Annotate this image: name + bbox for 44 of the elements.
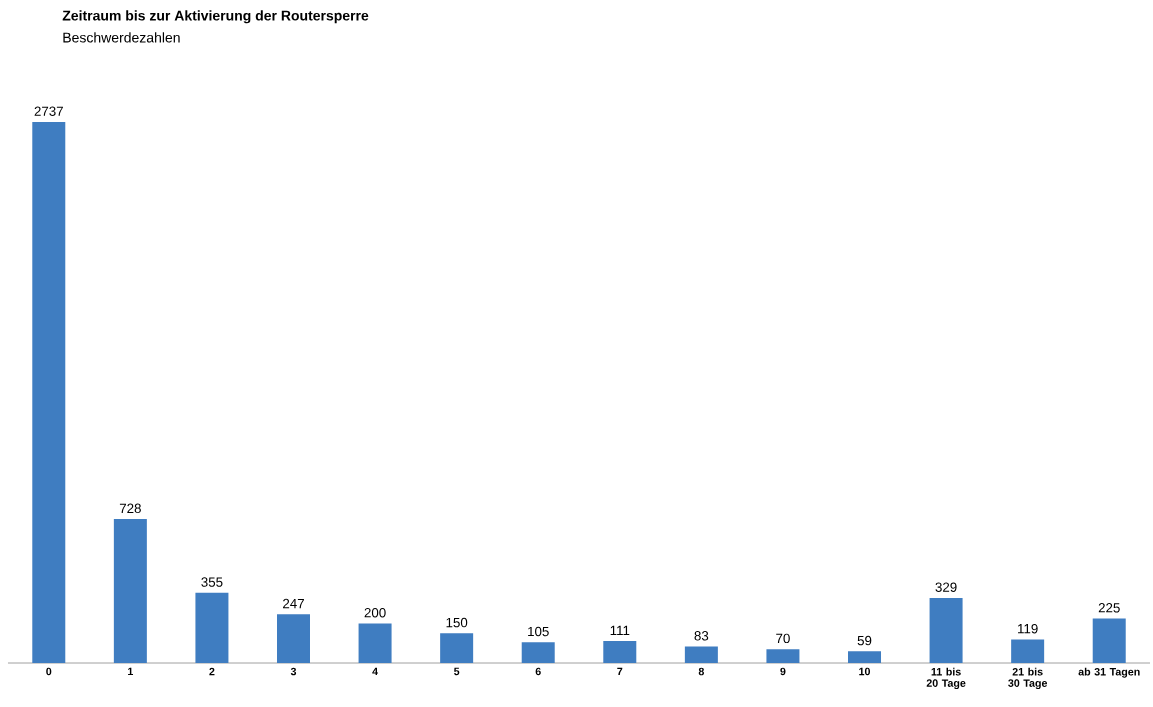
data-label: 59 [857, 635, 872, 646]
bar [521, 642, 555, 663]
data-label: 111 [610, 625, 630, 636]
bar [277, 614, 310, 663]
bar [848, 651, 882, 663]
data-label: 247 [283, 598, 304, 609]
x-tick-label: 5 [454, 667, 460, 676]
x-tick-label: 9 [780, 667, 786, 676]
x-tick-label: 6 [535, 667, 541, 676]
x-tick-label: 10 [859, 667, 871, 676]
bar [766, 649, 800, 663]
chart-title: Zeitraum bis zur Aktivierung der Routersperre [62, 10, 369, 24]
bar [603, 641, 637, 663]
x-tick-label: 3 [290, 667, 297, 676]
data-label: 728 [119, 503, 141, 514]
bar [929, 597, 963, 663]
data-label: 329 [935, 582, 957, 592]
chart-subtitle: Beschwerdezahlen [63, 32, 180, 43]
data-label: 2737 [34, 106, 63, 116]
x-tick-label: 0 [46, 667, 52, 676]
x-tick-label: 8 [698, 667, 704, 676]
bar [195, 592, 229, 663]
x-tick-label: 2 [209, 667, 215, 676]
bar [32, 121, 66, 663]
x-tick-label: 1 [128, 667, 134, 676]
data-label: 119 [1018, 624, 1038, 634]
data-label: 150 [446, 617, 468, 628]
bar [113, 519, 147, 663]
bar [358, 623, 392, 663]
data-label: 355 [201, 577, 223, 587]
data-label: 83 [694, 631, 709, 641]
data-label: 70 [776, 633, 790, 644]
x-tick-label: 4 [372, 667, 378, 676]
bar [440, 633, 474, 663]
bar [684, 646, 718, 663]
data-label: 105 [528, 626, 549, 637]
x-tick-label: ab 31 Tagen [1078, 667, 1140, 678]
bar [1092, 618, 1126, 663]
data-label: 200 [364, 607, 386, 618]
x-tick-label: 21 bis 30 Tage [1008, 667, 1048, 690]
data-label: 225 [1098, 603, 1120, 613]
bar [1011, 639, 1045, 663]
x-tick-label: 7 [617, 667, 623, 676]
x-tick-label: 11 bis 20 Tage [926, 667, 966, 690]
